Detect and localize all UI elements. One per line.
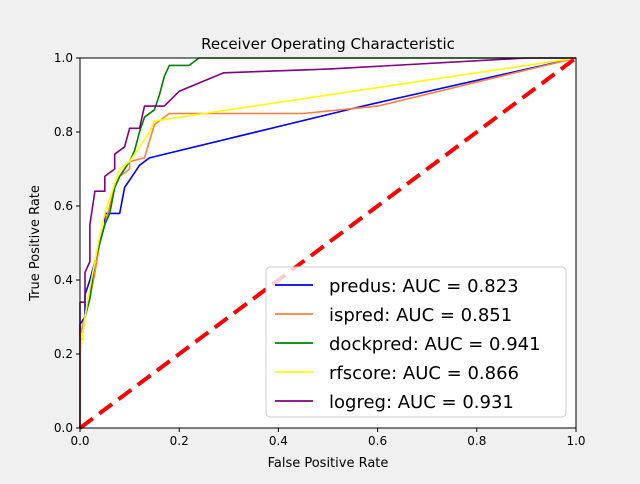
series-line-rfscore bbox=[79, 57, 577, 428]
x-tick-label: 0.2 bbox=[170, 434, 189, 448]
y-axis-label: True Positive Rate bbox=[28, 185, 43, 302]
plot-frame bbox=[79, 57, 577, 429]
legend-label: dockpred: AUC = 0.941 bbox=[329, 334, 541, 355]
axes-layer: 0.0 0.2 0.4 0.6 0.8 1.0 0.0 0.2 0.4 0.6 0.8 1.0 bbox=[54, 51, 586, 448]
x-tick-label: 0.6 bbox=[368, 434, 387, 448]
legend-label: ispred: AUC = 0.851 bbox=[329, 305, 512, 326]
reference-diagonal-line bbox=[78, 56, 578, 430]
legend-label: rfscore: AUC = 0.866 bbox=[329, 363, 519, 384]
series-line-predus bbox=[79, 57, 577, 428]
legend-box bbox=[265, 266, 567, 418]
x-tick-label: 1.0 bbox=[566, 434, 585, 448]
series-layer bbox=[78, 56, 578, 430]
legend-label: predus: AUC = 0.823 bbox=[329, 276, 519, 297]
series-line-dockpred bbox=[79, 57, 576, 428]
y-tick-label: 0.0 bbox=[54, 421, 73, 435]
x-axis-label: False Positive Rate bbox=[268, 456, 389, 471]
legend-label: logreg: AUC = 0.931 bbox=[329, 392, 514, 413]
legend: predus: AUC = 0.823 ispred: AUC = 0.851 do… bbox=[265, 266, 567, 418]
y-tick-label: 0.2 bbox=[54, 347, 73, 361]
series-line-logreg bbox=[79, 57, 576, 428]
chart-title: Receiver Operating Characteristic bbox=[201, 35, 455, 53]
y-tick-label: 1.0 bbox=[54, 51, 73, 65]
x-tick-label: 0.0 bbox=[70, 434, 89, 448]
x-tick-label: 0.8 bbox=[467, 434, 486, 448]
y-tick-label: 0.8 bbox=[54, 125, 73, 139]
x-tick-label: 0.4 bbox=[269, 434, 288, 448]
y-tick-label: 0.4 bbox=[54, 273, 73, 287]
y-tick-label: 0.6 bbox=[54, 199, 73, 213]
